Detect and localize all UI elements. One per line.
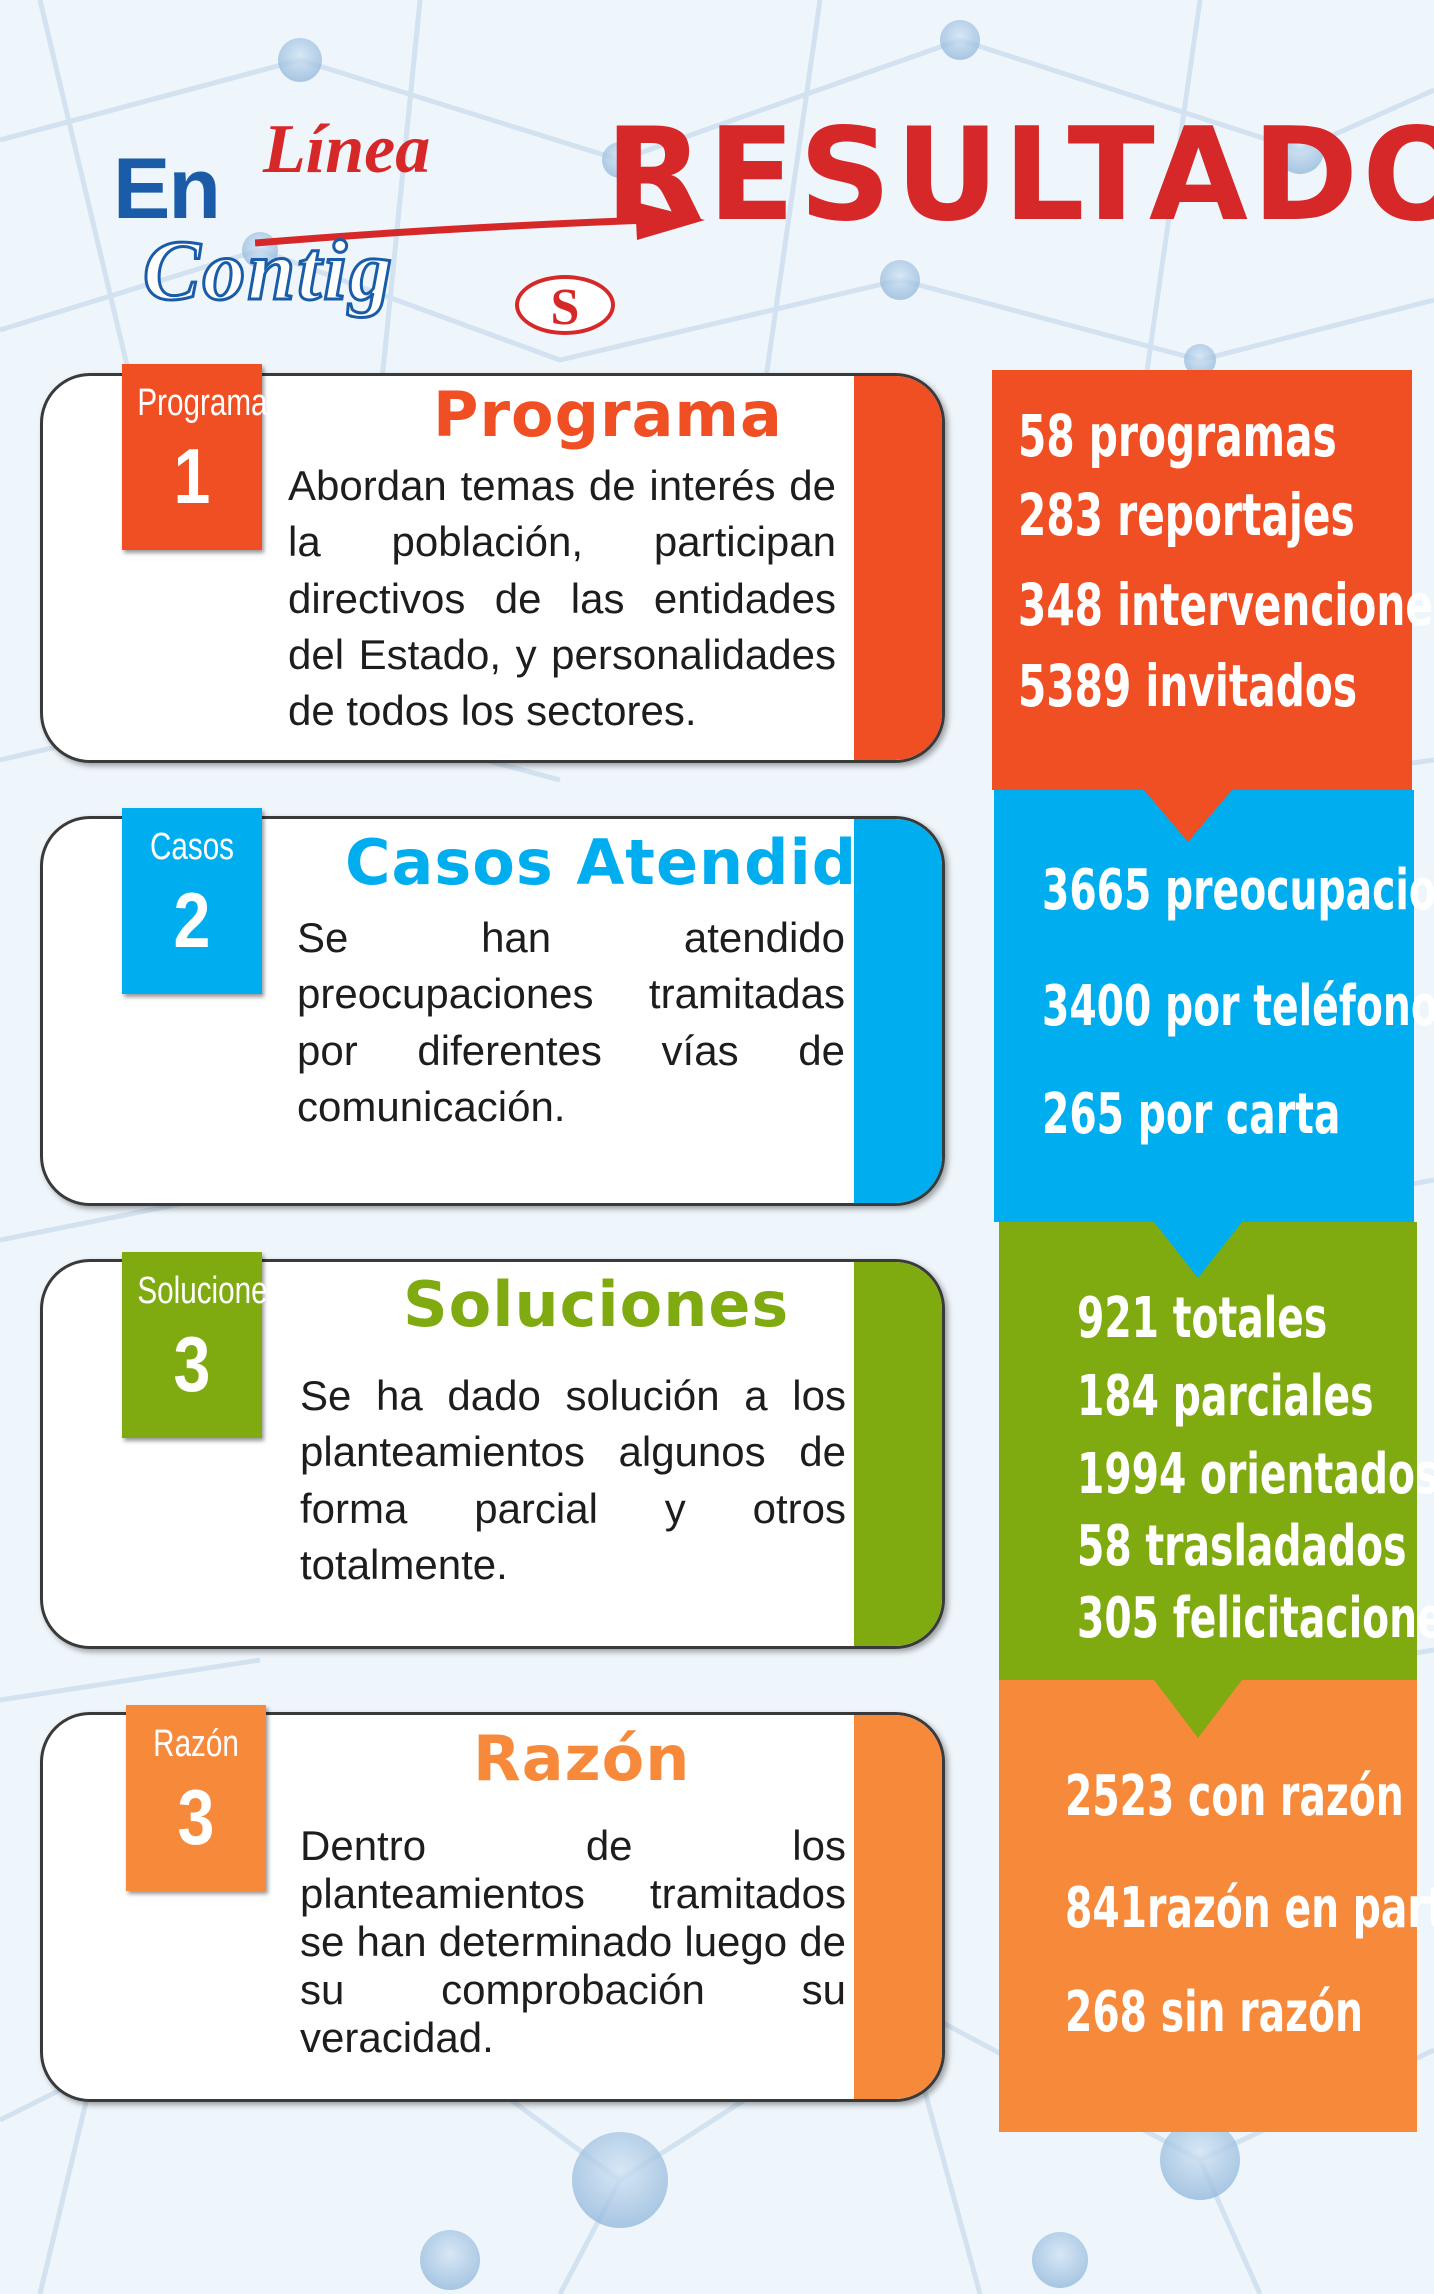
tag-soluciones: Soluciones 3 — [122, 1252, 283, 1438]
en-linea-contigo-logo: En Línea Contig S — [105, 70, 705, 336]
tag-casos: Casos 2 — [122, 808, 262, 994]
stat-line: 265 por carta — [1042, 1082, 1341, 1147]
logo-arrow-icon — [255, 202, 705, 247]
stats-programa: 58 programas 283 reportajes 348 interven… — [992, 370, 1434, 790]
logo-s-circle: S — [515, 275, 615, 336]
tag-number: 3 — [177, 1773, 215, 1861]
tag-number: 2 — [173, 876, 211, 964]
card-text: Se ha dado solución a los planteamientos… — [300, 1372, 846, 1588]
card-stripe — [854, 1262, 942, 1646]
tag-label: Programa — [137, 382, 268, 424]
card-text: Abordan temas de interés de la población… — [288, 462, 836, 735]
stat-line: 841razón en parte — [1065, 1876, 1434, 1941]
card-text: Se han atendido preocupaciones tramitada… — [297, 914, 845, 1130]
card-stripe — [854, 819, 942, 1203]
tag-label: Casos — [149, 826, 235, 868]
tag-number: 1 — [173, 432, 211, 520]
stat-line: 58 trasladados — [1077, 1514, 1407, 1579]
stats-soluciones: 921 totales 184 parciales 1994 orientado… — [999, 1222, 1434, 1680]
logo-en-text: En — [113, 141, 221, 237]
stat-line: 3665 preocupaciones — [1042, 858, 1434, 923]
stats-casos: 3665 preocupaciones 3400 por teléfono 26… — [994, 790, 1434, 1222]
card-title: Casos Atendidos — [345, 826, 939, 899]
stat-line: 2523 con razón — [1065, 1764, 1404, 1829]
card-title: Razón — [473, 1722, 691, 1795]
logo-linea-text: Línea — [263, 111, 431, 188]
tag-number: 3 — [173, 1320, 211, 1408]
stat-line: 348 intervenciones — [1018, 571, 1434, 639]
stat-arrow-notch — [1144, 790, 1232, 842]
stat-line: 305 felicitaciones — [1077, 1586, 1434, 1651]
stat-line: 1994 orientados — [1077, 1442, 1434, 1507]
stat-line: 268 sin razón — [1065, 1980, 1363, 2045]
tag-programa: Programa 1 — [122, 364, 268, 550]
card-text: Dentro de los planteamientos tramitados … — [300, 1822, 846, 2061]
logo-contigo-text: Contig — [142, 221, 394, 320]
stat-line: 921 totales — [1077, 1286, 1328, 1351]
card-title: Programa — [433, 378, 783, 451]
stat-line: 184 parciales — [1077, 1364, 1374, 1429]
stat-line: 5389 invitados — [1018, 652, 1358, 720]
tag-label: Soluciones — [137, 1270, 283, 1312]
card-title: Soluciones — [403, 1268, 790, 1341]
stat-arrow-notch — [1154, 1222, 1242, 1278]
tag-razon: Razón 3 — [126, 1705, 266, 1891]
stat-line: 3400 por teléfono — [1042, 974, 1434, 1039]
card-stripe — [854, 1715, 942, 2099]
stat-line: 283 reportajes — [1018, 481, 1355, 549]
stat-line: 58 programas — [1018, 402, 1337, 470]
stat-arrow-notch — [1154, 1680, 1242, 1738]
card-stripe — [854, 376, 942, 760]
tag-label: Razón — [153, 1723, 239, 1765]
stats-razon: 2523 con razón 841razón en parte 268 sin… — [999, 1680, 1434, 2132]
page-title: RESULTADOS — [605, 101, 1434, 250]
